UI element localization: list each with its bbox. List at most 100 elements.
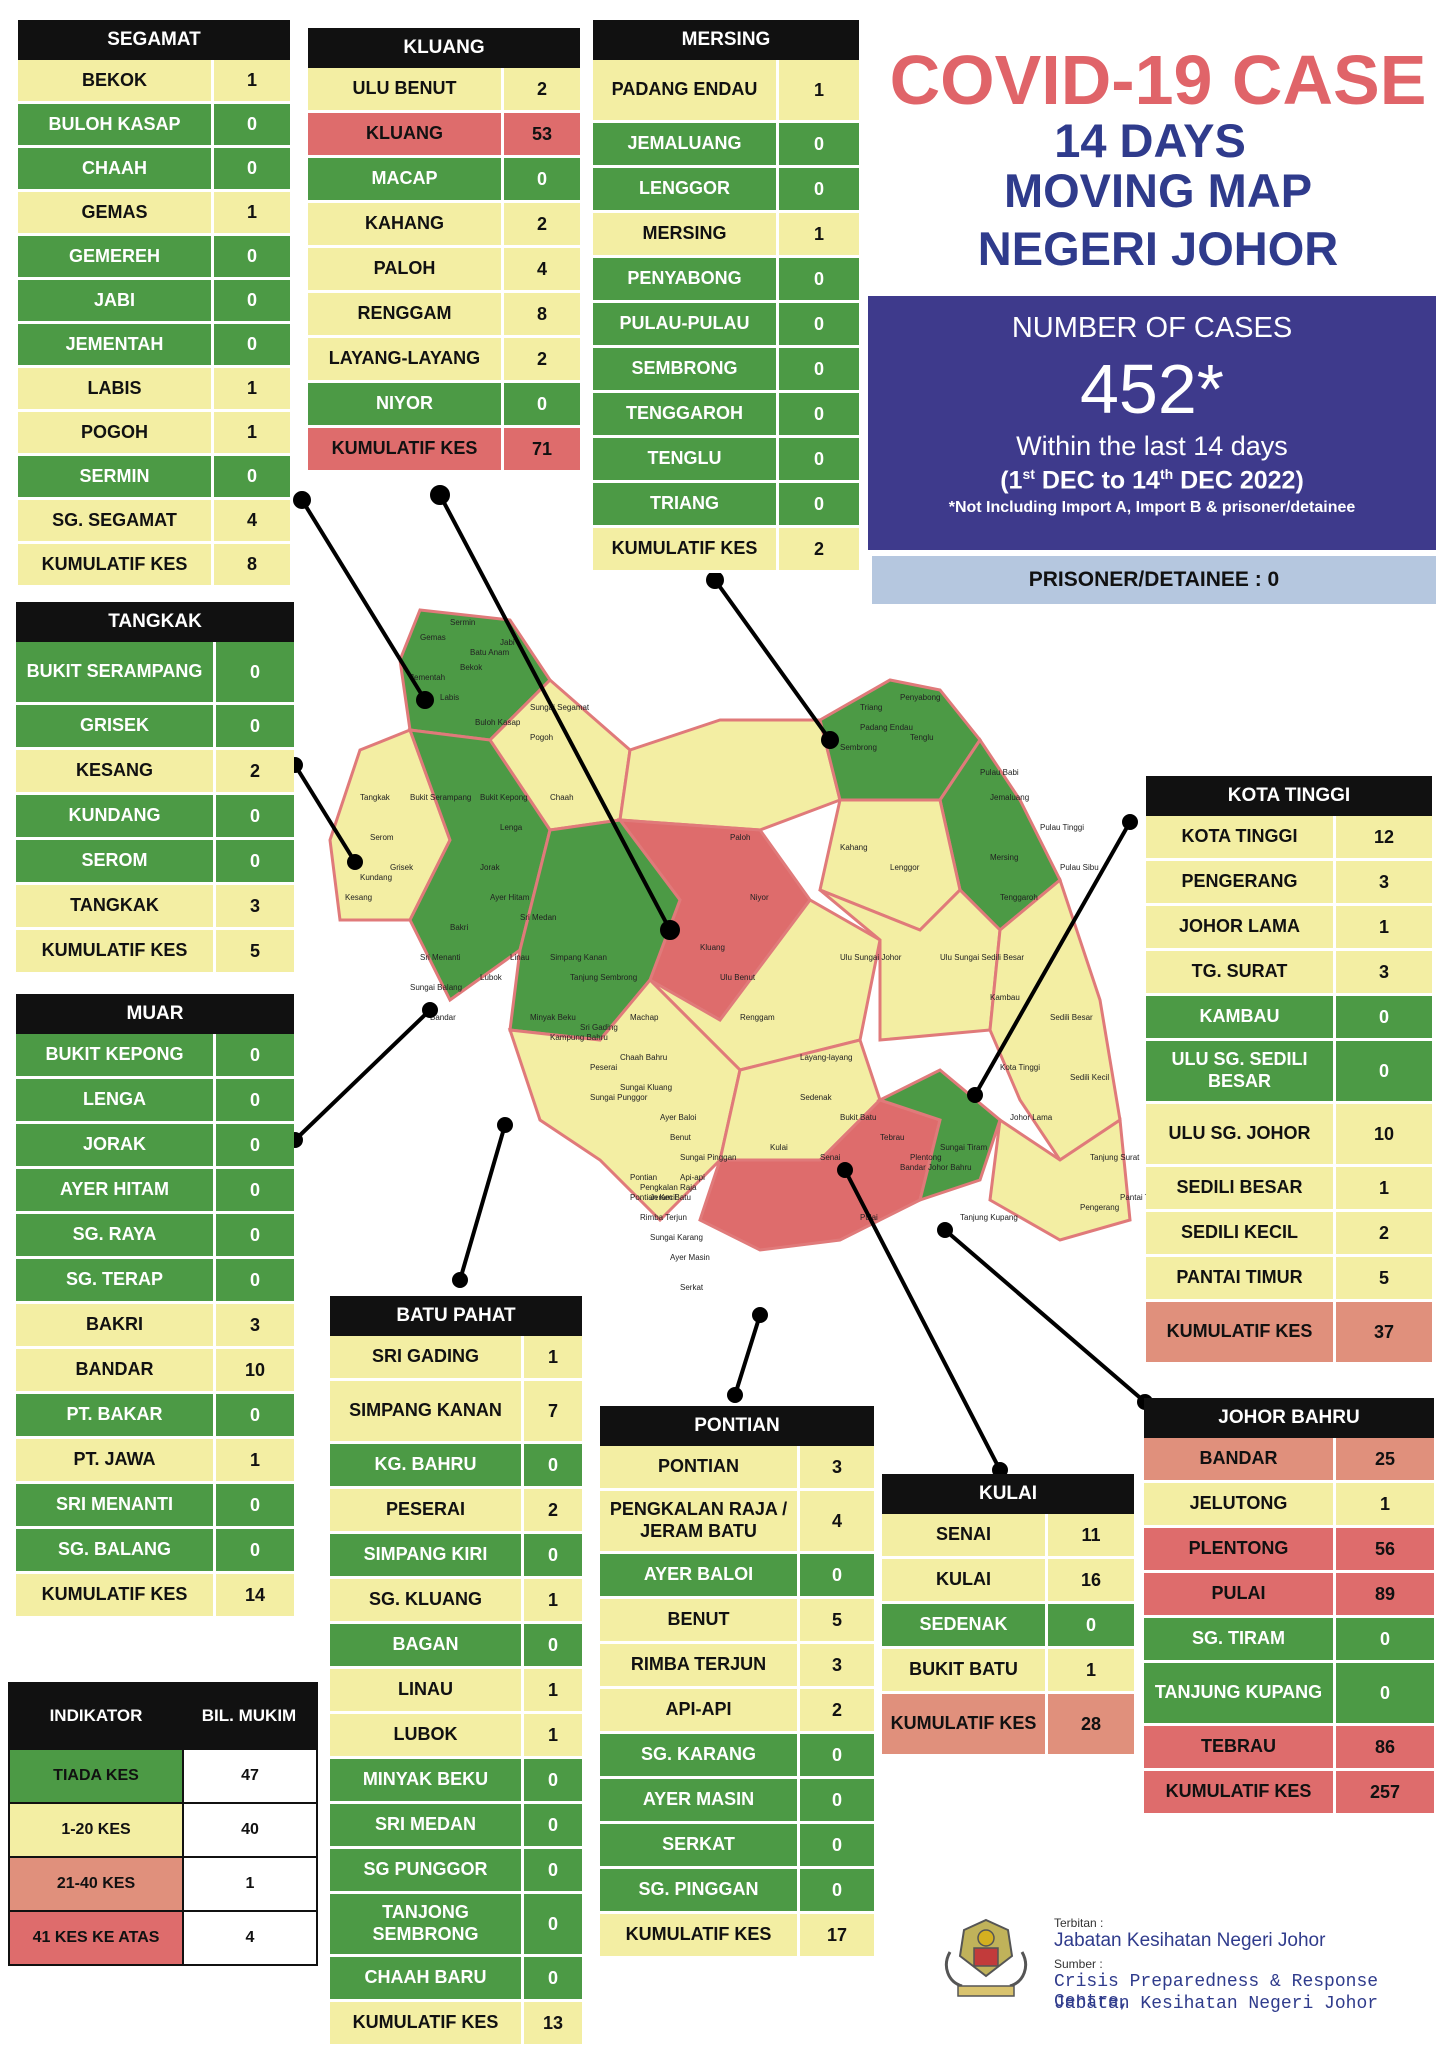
legend-table: INDIKATOR BIL. MUKIM TIADA KES 47 1-20 KES… bbox=[8, 1682, 318, 1966]
mukim-name: TANGKAK bbox=[16, 885, 216, 927]
case-count: 1 bbox=[813, 79, 824, 100]
case-count: 0 bbox=[249, 1134, 260, 1155]
case-count: 0 bbox=[249, 1404, 260, 1425]
map-place-label: Buloh Kasap bbox=[475, 718, 521, 727]
legend-count: 4 bbox=[184, 1912, 316, 1964]
case-count: 2 bbox=[813, 538, 824, 559]
case-count: 1 bbox=[813, 223, 824, 244]
mukim-name: PENGERANG bbox=[1146, 861, 1336, 903]
case-count: 0 bbox=[249, 805, 260, 826]
mukim-name: SERMIN bbox=[18, 456, 214, 497]
map-place-label: Sembrong bbox=[840, 743, 877, 752]
summary-total: 452* bbox=[1079, 350, 1225, 428]
map-place-label: Kundang bbox=[360, 873, 392, 882]
case-count: 2 bbox=[831, 1699, 842, 1720]
map-place-label: Bekok bbox=[460, 663, 483, 672]
case-count: 1 bbox=[246, 422, 257, 442]
mukim-name: KUMULATIF KES bbox=[16, 930, 216, 972]
case-count: 3 bbox=[1378, 961, 1389, 982]
map-place-label: Padang Endau bbox=[860, 723, 913, 732]
district-header: JOHOR BAHRU bbox=[1144, 1398, 1434, 1438]
map-place-label: Serkat bbox=[680, 1283, 704, 1292]
case-count: 0 bbox=[813, 358, 824, 379]
case-count: 1 bbox=[1379, 1493, 1390, 1514]
case-count: 257 bbox=[1369, 1781, 1401, 1802]
mukim-name: TENGLU bbox=[593, 438, 779, 480]
mukim-name: KAMBAU bbox=[1146, 996, 1336, 1038]
case-count: 2 bbox=[249, 760, 260, 781]
case-count: 1 bbox=[547, 1679, 558, 1700]
case-count: 0 bbox=[547, 1814, 558, 1835]
mukim-name: PULAU-PULAU bbox=[593, 303, 779, 345]
mukim-name: CHAAH bbox=[18, 148, 214, 189]
mukim-name: LENGGOR bbox=[593, 168, 779, 210]
district-header: KOTA TINGGI bbox=[1146, 776, 1432, 816]
mukim-name: BANDAR bbox=[1144, 1438, 1336, 1480]
case-count: 8 bbox=[536, 303, 547, 324]
map-place-label: Sungai Tiram bbox=[940, 1143, 987, 1152]
case-count: 1 bbox=[547, 1589, 558, 1610]
mukim-name: PENYABONG bbox=[593, 258, 779, 300]
mukim-name: PULAI bbox=[1144, 1573, 1336, 1615]
footer-sumber-2: Jabatan Kesihatan Negeri Johor bbox=[1054, 1994, 1379, 2014]
table-row: PADANG ENDAU 1 bbox=[593, 60, 859, 123]
case-count: 0 bbox=[813, 493, 824, 514]
case-count: 0 bbox=[249, 1089, 260, 1110]
table-row: CHAAH 0 bbox=[18, 148, 290, 192]
map-place-label: Benut bbox=[670, 1133, 692, 1142]
mukim-name: PONTIAN bbox=[600, 1446, 800, 1488]
table-row: LUBOK 1 bbox=[330, 1714, 582, 1759]
table-row: JOHOR LAMA 1 bbox=[1146, 906, 1432, 951]
mukim-name: JEMALUANG bbox=[593, 123, 779, 165]
legend-indicator: 41 KES KE ATAS bbox=[10, 1912, 184, 1964]
table-row: BEKOK 1 bbox=[18, 60, 290, 104]
district-header: TANGKAK bbox=[16, 602, 294, 642]
legend-count: 40 bbox=[184, 1804, 316, 1856]
case-count: 1 bbox=[246, 70, 257, 90]
table-row: PULAI 89 bbox=[1144, 1573, 1434, 1618]
mukim-name: BANDAR bbox=[16, 1349, 216, 1391]
mukim-name: KUMULATIF KES bbox=[882, 1694, 1048, 1754]
case-count: 0 bbox=[831, 1789, 842, 1810]
mukim-name: JEMENTAH bbox=[18, 324, 214, 365]
table-row: PENGKALAN RAJA / JERAM BATU 4 bbox=[600, 1491, 874, 1554]
table-row: ULU BENUT 2 bbox=[308, 68, 580, 113]
table-row: PLENTONG 56 bbox=[1144, 1528, 1434, 1573]
map-place-label: Bukit Serampang bbox=[410, 793, 471, 802]
mukim-name: POGOH bbox=[18, 412, 214, 453]
mukim-name: BEKOK bbox=[18, 60, 214, 101]
case-count: 0 bbox=[536, 168, 547, 189]
table-row: TANGKAK 3 bbox=[16, 885, 294, 930]
mukim-name: SG. PINGGAN bbox=[600, 1869, 800, 1911]
map-place-label: Sri Menanti bbox=[420, 953, 461, 962]
map-place-label: Minyak Beku bbox=[530, 1013, 576, 1022]
mukim-name: TG. SURAT bbox=[1146, 951, 1336, 993]
table-row: TANJONG SEMBRONG 0 bbox=[330, 1894, 582, 1957]
case-count: 0 bbox=[831, 1744, 842, 1765]
table-row: LENGA 0 bbox=[16, 1079, 294, 1124]
table-row: PESERAI 2 bbox=[330, 1489, 582, 1534]
table-row: BENUT 5 bbox=[600, 1599, 874, 1644]
mukim-name: SIMPANG KANAN bbox=[330, 1381, 524, 1441]
table-row: SIMPANG KANAN 7 bbox=[330, 1381, 582, 1444]
map-place-label: Senai bbox=[820, 1153, 841, 1162]
case-count: 71 bbox=[531, 438, 553, 459]
mukim-name: LABIS bbox=[18, 368, 214, 409]
table-row: KESANG 2 bbox=[16, 750, 294, 795]
mukim-name: SEDILI KECIL bbox=[1146, 1212, 1336, 1254]
map-place-label: Chaah bbox=[550, 793, 574, 802]
case-count: 3 bbox=[831, 1456, 842, 1477]
case-count: 16 bbox=[1080, 1569, 1102, 1590]
johor-map: Gemas Bekok Labis Jabi Sermin Buloh Kasap Sung… bbox=[328, 608, 1150, 1292]
summary-within: Within the last 14 days bbox=[1016, 431, 1288, 461]
table-row: KAMBAU 0 bbox=[1146, 996, 1432, 1041]
mukim-name: GEMEREH bbox=[18, 236, 214, 277]
case-count: 0 bbox=[246, 290, 257, 310]
table-row: KUMULATIF KES 8 bbox=[18, 544, 290, 588]
case-count: 10 bbox=[244, 1359, 266, 1380]
map-place-label: Rimba Terjun bbox=[640, 1213, 687, 1222]
table-row: LENGGOR 0 bbox=[593, 168, 859, 213]
case-count: 0 bbox=[547, 1859, 558, 1880]
map-place-label: Api-api bbox=[680, 1173, 705, 1182]
mukim-name: BAGAN bbox=[330, 1624, 524, 1666]
